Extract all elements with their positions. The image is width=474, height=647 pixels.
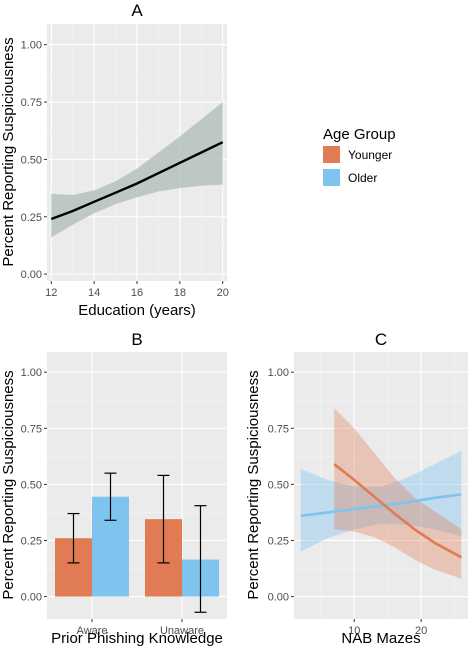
panel-c-xtick-label: 20 — [415, 625, 427, 637]
panel-a-ytick-label: 0.50 — [21, 154, 42, 166]
panel-b-ytick-label: 0.00 — [21, 592, 42, 604]
panel-c: C 0.00 0.25 0.50 0.75 1.00 10 20 NAB Mazes Per… — [245, 330, 468, 647]
legend: Age Group Younger Older — [323, 126, 396, 186]
panel-b: B 0.00 0.25 0.50 0.75 1.00 Aware Unaware Prior… — [0, 330, 227, 647]
panel-a-ytick-label: 0.25 — [21, 212, 42, 224]
panel-b-xtick-label: Aware — [77, 625, 108, 637]
panel-b-errorbar-older-unaware — [194, 505, 207, 613]
panel-a-title: A — [131, 1, 143, 20]
panel-b-ylabel: Percent Reporting Suspiciousness — [0, 370, 17, 599]
panel-a: A 0.00 0.25 0.50 0.75 1.00 12 14 16 18 20 Educati… — [0, 1, 229, 319]
panel-c-background — [294, 352, 468, 619]
panel-a-ytick-label: 1.00 — [21, 40, 42, 52]
panel-c-ytick-label: 1.00 — [268, 367, 289, 379]
panel-b-xlabel: Prior Phishing Knowledge — [51, 630, 223, 647]
panel-c-fit-line-younger — [333, 463, 462, 559]
panel-c-xlabel: NAB Mazes — [341, 630, 420, 647]
panel-b-errorbar-younger-unaware — [157, 474, 170, 564]
panel-b-title: B — [131, 330, 142, 349]
panel-a-ytick-label: 0.00 — [21, 269, 42, 281]
panel-c-ytick-label: 0.50 — [268, 479, 289, 491]
legend-label-older: Older — [348, 171, 377, 185]
panel-b-ytick-label: 0.50 — [21, 479, 42, 491]
panel-a-xtick-label: 20 — [217, 287, 229, 299]
legend-swatch-younger — [323, 146, 340, 163]
panel-b-ytick-label: 1.00 — [21, 367, 42, 379]
panel-b-ytick-label: 0.25 — [21, 535, 42, 547]
panel-a-ci-ribbon — [51, 102, 223, 238]
panel-b-xtick-label: Unaware — [160, 625, 204, 637]
panel-a-xtick-label: 14 — [88, 287, 100, 299]
panel-c-ytick-label: 0.75 — [268, 423, 289, 435]
panel-a-fit-line — [50, 141, 224, 221]
legend-label-younger: Younger — [348, 148, 392, 162]
panel-a-xlabel: Education (years) — [78, 302, 196, 319]
panel-b-errorbar-older-aware — [104, 472, 117, 521]
panel-c-ytick-label: 0.25 — [268, 535, 289, 547]
panel-c-ytick-label: 0.00 — [268, 592, 289, 604]
panel-b-errorbar-younger-aware — [67, 512, 80, 564]
panel-a-ylabel: Percent Reporting Suspiciousness — [0, 37, 17, 266]
legend-swatch-older — [323, 169, 340, 186]
panel-c-title: C — [375, 330, 387, 349]
panel-c-xtick-label: 10 — [348, 625, 360, 637]
panel-c-ci-ribbon-younger — [334, 408, 462, 579]
legend-title: Age Group — [323, 126, 396, 143]
panel-a-xtick-label: 18 — [174, 287, 186, 299]
panel-a-xtick-label: 16 — [131, 287, 143, 299]
panel-b-ytick-label: 0.75 — [21, 423, 42, 435]
panel-a-xtick-label: 12 — [45, 287, 57, 299]
panel-c-fit-line-older — [300, 493, 462, 518]
panel-c-ylabel: Percent Reporting Suspiciousness — [245, 370, 262, 599]
panel-a-ytick-label: 0.75 — [21, 97, 42, 109]
